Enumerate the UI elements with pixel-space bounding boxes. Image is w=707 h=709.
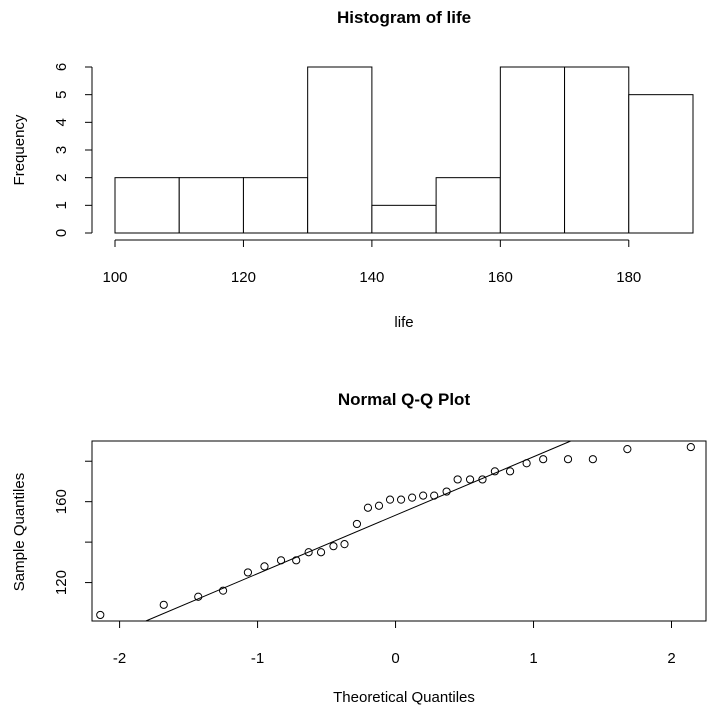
- histogram-bar: [307, 66, 373, 234]
- qq-point: [419, 491, 428, 500]
- histogram-y-tick-label: 4: [53, 118, 70, 126]
- qq-plot-x-axis: -2 -1 0 1 2: [113, 621, 676, 667]
- qq-point: [96, 610, 105, 620]
- qq-point: [686, 442, 695, 452]
- histogram-bar: [114, 177, 180, 234]
- histogram-y-axis-label: Frequency: [11, 114, 28, 185]
- histogram-x-axis: 100 120 140 160 180: [102, 239, 641, 286]
- qq-point: [316, 548, 326, 557]
- histogram-y-tick-label: 2: [53, 173, 70, 181]
- qq-point: [408, 493, 417, 502]
- histogram-x-tick-label: 100: [102, 269, 127, 286]
- qq-point: [453, 475, 462, 484]
- histogram-bars: [114, 66, 694, 234]
- qq-point: [304, 548, 313, 557]
- qq-y-tick-label: 160: [53, 489, 70, 514]
- qq-point: [340, 540, 349, 549]
- qq-plot-reference-line-group: [145, 440, 571, 622]
- qq-point: [396, 495, 406, 504]
- histogram-y-tick-label: 0: [53, 229, 70, 237]
- histogram-bar: [242, 177, 309, 234]
- qq-point: [539, 455, 548, 464]
- histogram-x-tick-label: 160: [488, 269, 513, 286]
- qq-point: [363, 503, 373, 512]
- qq-plot-chart: Normal Q-Q Plot Theoretical Quantiles Sa…: [11, 390, 707, 706]
- histogram-y-tick-label: 5: [53, 90, 70, 98]
- histogram-y-tick-label: 6: [53, 63, 70, 71]
- histogram-title: Histogram of life: [337, 8, 471, 27]
- qq-point: [563, 455, 573, 464]
- qq-point: [218, 586, 228, 595]
- histogram-bar: [178, 177, 244, 234]
- histogram-bar: [371, 204, 437, 234]
- qq-reference-line: [145, 440, 571, 622]
- histogram-y-tick-label: 1: [53, 201, 70, 209]
- qq-plot-points: [96, 442, 695, 620]
- qq-point: [465, 475, 475, 484]
- histogram-bar: [435, 177, 501, 234]
- histogram-bar: [564, 66, 630, 234]
- histogram-x-axis-label: life: [394, 314, 413, 331]
- histogram-x-tick-label: 140: [359, 269, 384, 286]
- histogram-chart: Histogram of life life Frequency 100 120 1…: [11, 8, 694, 331]
- qq-x-tick-label: -2: [113, 650, 126, 667]
- qq-point: [588, 455, 597, 464]
- histogram-x-tick-label: 180: [616, 269, 641, 286]
- qq-x-tick-label: 2: [667, 650, 675, 667]
- qq-plot-x-axis-label: Theoretical Quantiles: [333, 689, 475, 706]
- qq-point: [292, 556, 301, 565]
- histogram-y-axis: 0 1 2 3 4 5 6: [53, 63, 93, 237]
- qq-point: [505, 467, 515, 476]
- qq-plot-title: Normal Q-Q Plot: [338, 390, 471, 409]
- qq-x-tick-label: 1: [529, 650, 537, 667]
- qq-point: [374, 501, 384, 510]
- qq-point: [243, 568, 253, 577]
- qq-y-tick-label: 120: [53, 570, 70, 595]
- qq-point: [385, 495, 395, 504]
- histogram-bar: [499, 66, 566, 234]
- qq-x-tick-label: -1: [251, 650, 264, 667]
- qq-point: [623, 444, 632, 454]
- histogram-y-tick-label: 3: [53, 146, 70, 154]
- qq-point: [352, 519, 362, 529]
- qq-point: [329, 542, 338, 551]
- histogram-x-tick-label: 120: [231, 269, 256, 286]
- histogram-bar: [628, 94, 694, 234]
- qq-point: [159, 600, 168, 609]
- qq-plot-y-axis: 120 160: [53, 460, 92, 595]
- qq-point: [260, 562, 269, 571]
- qq-x-tick-label: 0: [391, 650, 399, 667]
- qq-plot-y-axis-label: Sample Quantiles: [11, 473, 28, 591]
- qq-plot-frame: [91, 440, 707, 622]
